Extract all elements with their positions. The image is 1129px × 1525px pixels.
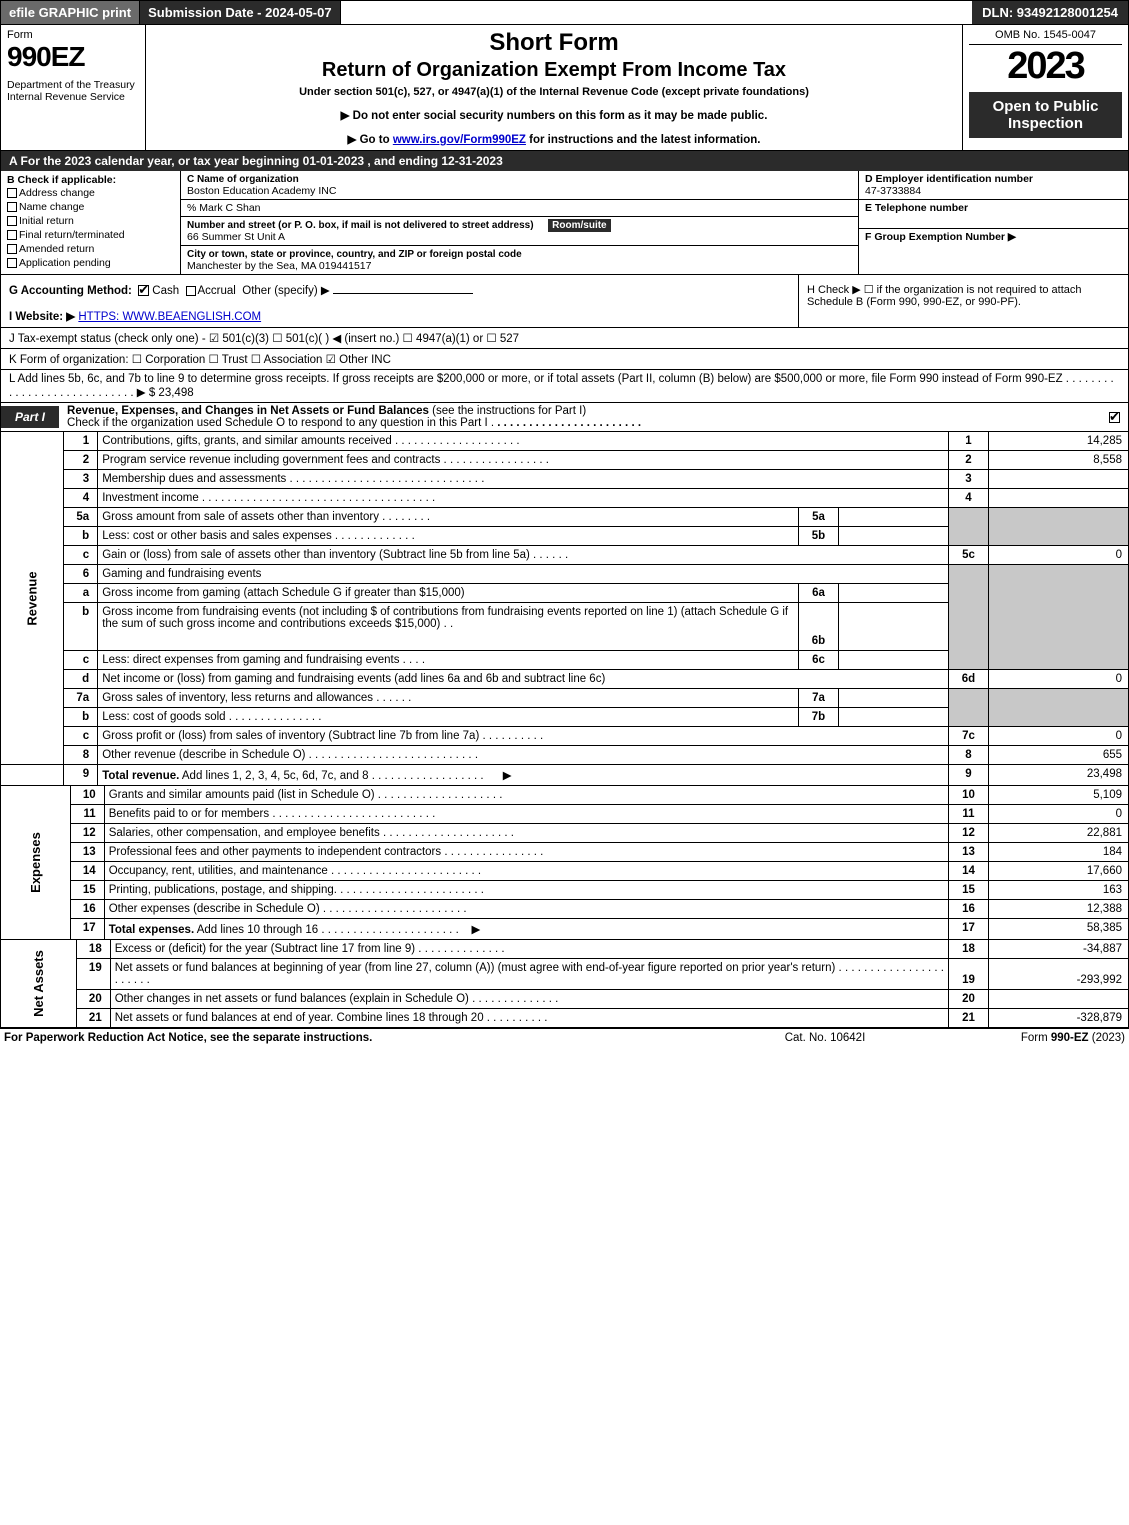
tax-year: 2023 xyxy=(969,45,1122,88)
website-link[interactable]: HTTPS: WWW.BEAENGLISH.COM xyxy=(78,311,261,323)
form-ref: Form 990-EZ (2023) xyxy=(925,1032,1125,1044)
g-lbl: G Accounting Method: xyxy=(9,285,132,297)
chk-pending[interactable]: Application pending xyxy=(7,256,174,270)
header-center: Short Form Return of Organization Exempt… xyxy=(146,25,963,150)
dept-label: Department of the Treasury Internal Reve… xyxy=(7,79,139,103)
chk-cash[interactable] xyxy=(138,285,149,296)
spacer xyxy=(341,1,973,24)
col-c: C Name of organization Boston Education … xyxy=(181,171,858,274)
expenses-table: Expenses 10Grants and similar amounts pa… xyxy=(0,786,1129,940)
note-link: ▶ Go to www.irs.gov/Form990EZ for instru… xyxy=(156,132,952,146)
other-specify: Other (specify) ▶ xyxy=(242,285,329,297)
city-lbl: City or town, state or province, country… xyxy=(187,249,522,260)
group-cell: F Group Exemption Number ▶ xyxy=(859,229,1128,245)
short-form-title: Short Form xyxy=(156,29,952,57)
ein-cell: D Employer identification number 47-3733… xyxy=(859,171,1128,200)
dln: DLN: 93492128001254 xyxy=(972,1,1128,24)
part-checkbox[interactable] xyxy=(1104,411,1128,423)
paperwork-notice: For Paperwork Reduction Act Notice, see … xyxy=(4,1032,725,1044)
org-name-cell: C Name of organization Boston Education … xyxy=(181,171,858,200)
part-title: Revenue, Expenses, and Changes in Net As… xyxy=(59,403,1104,431)
ein-val: 47-3733884 xyxy=(865,185,921,197)
form-subtitle: Under section 501(c), 527, or 4947(a)(1)… xyxy=(156,86,952,98)
header-left: Form 990EZ Department of the Treasury In… xyxy=(1,25,146,150)
part-tag: Part I xyxy=(1,406,59,428)
e-lbl: E Telephone number xyxy=(865,202,968,214)
ln: 1 xyxy=(64,432,98,451)
section-l: L Add lines 5b, 6c, and 7b to line 9 to … xyxy=(0,370,1129,403)
org-name: Boston Education Academy INC xyxy=(187,185,336,197)
form-number: 990EZ xyxy=(7,41,139,73)
section-g-h: G Accounting Method: Cash Accrual Other … xyxy=(0,275,1129,328)
expenses-side: Expenses xyxy=(1,786,71,940)
section-k: K Form of organization: ☐ Corporation ☐ … xyxy=(0,349,1129,370)
section-j: J Tax-exempt status (check only one) - ☑… xyxy=(0,328,1129,349)
revenue-table: Revenue 1 Contributions, gifts, grants, … xyxy=(0,432,1129,786)
netassets-table: Net Assets 18Excess or (deficit) for the… xyxy=(0,940,1129,1028)
room-lbl: Room/suite xyxy=(548,219,610,232)
netassets-side: Net Assets xyxy=(1,940,77,1028)
submission-date: Submission Date - 2024-05-07 xyxy=(140,1,341,24)
section-b-c-d-e-f: B Check if applicable: Address change Na… xyxy=(0,171,1129,275)
part-i-header: Part I Revenue, Expenses, and Changes in… xyxy=(0,403,1129,432)
city-cell: City or town, state or province, country… xyxy=(181,246,858,274)
irs-link[interactable]: www.irs.gov/Form990EZ xyxy=(393,134,526,146)
chk-final[interactable]: Final return/terminated xyxy=(7,228,174,242)
phone-cell: E Telephone number xyxy=(859,200,1128,229)
section-h: H Check ▶ ☐ if the organization is not r… xyxy=(798,275,1128,327)
amt: 14,285 xyxy=(989,432,1129,451)
chk-name[interactable]: Name change xyxy=(7,200,174,214)
section-g: G Accounting Method: Cash Accrual Other … xyxy=(1,275,798,327)
revenue-side: Revenue xyxy=(1,432,64,765)
open-inspection: Open to Public Inspection xyxy=(969,92,1122,138)
col-de: D Employer identification number 47-3733… xyxy=(858,171,1128,274)
header-right: OMB No. 1545-0047 2023 Open to Public In… xyxy=(963,25,1128,150)
chk-amended[interactable]: Amended return xyxy=(7,242,174,256)
note-ssn: ▶ Do not enter social security numbers o… xyxy=(156,108,952,122)
b-title: B Check if applicable: xyxy=(7,174,174,186)
desc: Contributions, gifts, grants, and simila… xyxy=(98,432,949,451)
form-label: Form xyxy=(7,29,139,41)
col-b: B Check if applicable: Address change Na… xyxy=(1,171,181,274)
addr-val: 66 Summer St Unit A xyxy=(187,231,285,243)
city-val: Manchester by the Sea, MA 019441517 xyxy=(187,260,371,272)
addr-lbl: Number and street (or P. O. box, if mail… xyxy=(187,220,534,231)
f-lbl: F Group Exemption Number ▶ xyxy=(865,231,1016,243)
efile-print-button[interactable]: efile GRAPHIC print xyxy=(1,1,140,24)
c-name-lbl: C Name of organization xyxy=(187,174,299,185)
footer: For Paperwork Reduction Act Notice, see … xyxy=(0,1028,1129,1047)
omb-number: OMB No. 1545-0047 xyxy=(969,29,1122,45)
chk-address[interactable]: Address change xyxy=(7,186,174,200)
d-lbl: D Employer identification number xyxy=(865,173,1033,185)
chk-initial[interactable]: Initial return xyxy=(7,214,174,228)
form-title: Return of Organization Exempt From Incom… xyxy=(156,59,952,82)
form-header: Form 990EZ Department of the Treasury In… xyxy=(0,25,1129,151)
chk-accrual[interactable] xyxy=(186,286,196,296)
cat-no: Cat. No. 10642I xyxy=(725,1032,925,1044)
care-of-cell: % Mark C Shan xyxy=(181,200,858,217)
row-a: A For the 2023 calendar year, or tax yea… xyxy=(0,151,1129,171)
num: 1 xyxy=(949,432,989,451)
part-check-text: Check if the organization used Schedule … xyxy=(67,417,494,429)
topbar: efile GRAPHIC print Submission Date - 20… xyxy=(0,0,1129,25)
addr-cell: Number and street (or P. O. box, if mail… xyxy=(181,217,858,246)
i-lbl: I Website: ▶ xyxy=(9,311,75,323)
